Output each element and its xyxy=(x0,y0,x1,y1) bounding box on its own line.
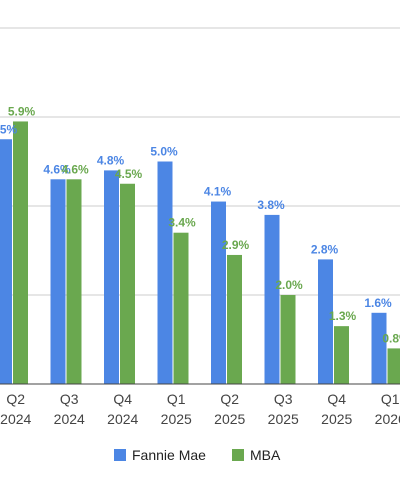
bar-fannie-mae xyxy=(50,179,66,384)
bar-fannie-mae xyxy=(264,214,280,384)
data-label: 4.5% xyxy=(115,167,143,181)
legend-label: Fannie Mae xyxy=(132,447,206,463)
data-label: 3.4% xyxy=(168,216,196,230)
legend: Fannie Mae MBA xyxy=(114,447,281,463)
bar-fannie-mae xyxy=(318,259,333,384)
bar-mba xyxy=(120,183,135,384)
bar-mba xyxy=(227,254,242,384)
x-tick-label: Q3 xyxy=(60,391,79,407)
x-tick-label: 2024 xyxy=(54,411,85,427)
bar-fannie-mae xyxy=(371,312,387,384)
x-tick-label: 2025 xyxy=(268,411,299,427)
legend-swatch-fannie-mae xyxy=(114,449,126,461)
data-label: 5.5% xyxy=(0,122,18,136)
bar-fannie-mae xyxy=(157,161,173,384)
data-label: 2.8% xyxy=(311,242,339,256)
bars xyxy=(0,121,400,384)
bar-fannie-mae xyxy=(104,170,119,384)
data-label: 4.6% xyxy=(43,162,71,176)
bar-mba xyxy=(280,295,296,384)
data-labels: 5.5% 4.6% 4.8% 5.0% 4.1% 3.8% 2.8% 1.6% 5.9% 4.6%… xyxy=(0,104,400,345)
data-label: 2.0% xyxy=(275,278,303,292)
bar-mba xyxy=(334,326,349,384)
x-tick-label: Q4 xyxy=(327,391,346,407)
x-tick-label: Q1 xyxy=(167,391,186,407)
data-label: 1.3% xyxy=(329,309,357,323)
data-label: 5.9% xyxy=(8,104,36,118)
data-label: 1.6% xyxy=(364,296,392,310)
bar-fannie-mae xyxy=(211,201,226,384)
bar-mba xyxy=(173,232,189,384)
x-tick-label: Q2 xyxy=(6,391,25,407)
data-label: 4.6% xyxy=(61,162,89,176)
x-tick-label: 2025 xyxy=(161,411,192,427)
x-tick-label: 2025 xyxy=(321,411,352,427)
bar-mba xyxy=(387,348,400,384)
bar-mba xyxy=(13,121,28,384)
data-label: 4.8% xyxy=(97,153,125,167)
x-tick-label: 2024 xyxy=(0,411,31,427)
x-tick-label: 2024 xyxy=(107,411,138,427)
bar-mba xyxy=(66,179,82,384)
x-tick-label: Q1 xyxy=(381,391,400,407)
data-label: 4.1% xyxy=(204,185,232,199)
legend-swatch-mba xyxy=(232,449,244,461)
data-label: 0.8% xyxy=(382,331,400,345)
data-label: 2.9% xyxy=(222,238,250,252)
data-label: 3.8% xyxy=(257,198,285,212)
x-tick-label: 2026 xyxy=(375,411,400,427)
x-tick-label: Q3 xyxy=(274,391,293,407)
x-tick-label: Q4 xyxy=(113,391,132,407)
x-tick-label: 2025 xyxy=(214,411,245,427)
x-tick-label: Q2 xyxy=(220,391,239,407)
x-axis-ticks: Q2 2024 Q3 2024 Q4 2024 Q1 2025 Q2 2025 Q3 2025 Q4 20… xyxy=(0,391,400,427)
bar-fannie-mae xyxy=(0,139,12,384)
legend-label: MBA xyxy=(250,447,281,463)
data-label: 5.0% xyxy=(150,145,178,159)
